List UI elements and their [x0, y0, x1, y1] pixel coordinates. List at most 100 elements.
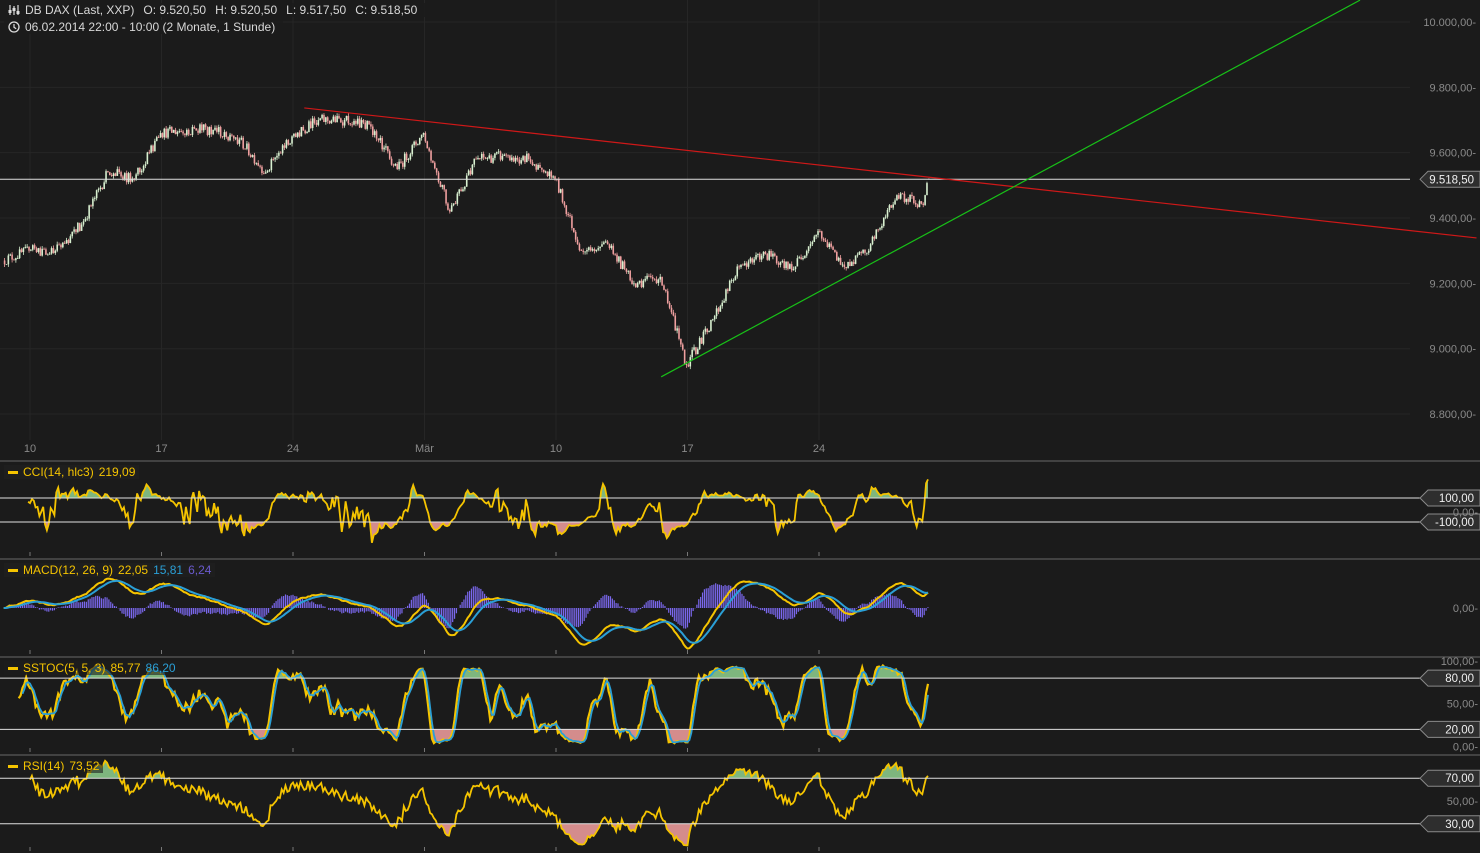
candle-body: [349, 123, 352, 125]
candle: [676, 325, 678, 334]
candle-body: [499, 151, 502, 160]
candle: [804, 255, 806, 259]
candle-body: [193, 127, 196, 129]
candle: [764, 250, 767, 255]
candle: [385, 143, 387, 151]
candle: [685, 361, 688, 368]
candle-body: [563, 202, 566, 206]
candle-body: [103, 182, 105, 190]
candle: [62, 241, 64, 249]
candle: [287, 139, 290, 146]
candle-body: [847, 261, 849, 269]
candle: [708, 330, 710, 333]
candle-body: [657, 279, 660, 284]
candle: [492, 155, 494, 165]
candle: [670, 305, 673, 315]
candle-body: [533, 164, 536, 166]
candle: [704, 326, 707, 335]
candle: [875, 229, 878, 240]
candle-body: [341, 122, 344, 126]
candle: [58, 242, 60, 246]
x-tick-label: 10: [24, 443, 36, 455]
candle: [766, 252, 769, 261]
sstoc-legend[interactable]: SSTOC(5, 5, 3) 85,77 86,20: [4, 661, 180, 675]
candle-body: [819, 231, 821, 232]
candle: [109, 171, 111, 176]
candle: [642, 279, 645, 289]
candle: [204, 123, 207, 130]
candle: [417, 143, 419, 146]
period-info: 06.02.2014 22:00 - 10:00 (2 Monate, 1 St…: [4, 20, 284, 34]
candle-body: [561, 189, 564, 203]
sstoc-axis-label: 50,00-: [1447, 699, 1479, 711]
cci-legend[interactable]: CCI(14, hlc3) 219,09: [4, 465, 140, 479]
candle: [293, 133, 295, 138]
candle-body: [336, 116, 338, 122]
candle-body: [351, 124, 353, 126]
price-tag-box: [1419, 170, 1480, 188]
rsi-legend[interactable]: RSI(14) 73,52: [4, 759, 104, 773]
candle: [574, 230, 577, 243]
candle: [268, 168, 271, 173]
candle: [229, 132, 231, 142]
candle-body: [851, 262, 853, 267]
candle-body: [655, 279, 658, 284]
candle-body: [257, 162, 260, 166]
candle: [824, 237, 827, 242]
candle: [839, 254, 842, 266]
candle-body: [90, 205, 92, 207]
candle: [576, 236, 579, 245]
candle: [426, 140, 429, 149]
candle: [700, 337, 703, 344]
candle: [456, 191, 459, 206]
candle: [116, 166, 119, 176]
candle: [858, 251, 861, 255]
candle-body: [736, 266, 739, 277]
candle-body: [227, 136, 229, 141]
candle-body: [400, 161, 402, 163]
candle-body: [22, 248, 25, 253]
candle-body: [125, 173, 128, 183]
y-tick-label: 8.800,00-: [1430, 409, 1477, 421]
candle-body: [39, 248, 42, 256]
candle-body: [621, 261, 624, 269]
candle-body: [693, 347, 695, 350]
candle-body: [187, 129, 190, 135]
macd-legend[interactable]: MACD(12, 26, 9) 22,05 15,81 6,24: [4, 563, 216, 577]
candle: [107, 170, 109, 173]
price-tag-text: 20,00: [1445, 724, 1474, 736]
candle-body: [531, 162, 534, 165]
candle: [616, 252, 618, 264]
candle-body: [223, 132, 226, 137]
candle: [129, 171, 132, 185]
sstoc-level-tag: 20,00: [1419, 720, 1480, 738]
candle: [595, 249, 598, 253]
candle-body: [593, 249, 596, 252]
candle: [298, 130, 301, 138]
candle: [512, 155, 515, 163]
candle-body: [35, 248, 38, 253]
candle-body: [47, 254, 49, 256]
candle-body: [580, 250, 583, 251]
candle: [867, 248, 870, 255]
candle-body: [696, 349, 699, 355]
candle: [877, 228, 879, 233]
candle: [550, 170, 553, 180]
candle: [830, 241, 832, 249]
candle: [302, 125, 305, 131]
candle: [69, 234, 72, 244]
candle-body: [554, 176, 556, 179]
candle-body: [723, 300, 725, 303]
candle-body: [475, 158, 477, 160]
candle: [144, 161, 147, 169]
candle: [625, 268, 628, 274]
candle: [225, 131, 228, 139]
candle: [631, 277, 633, 285]
candle-body: [343, 120, 346, 126]
candle: [573, 227, 575, 233]
candle-body: [695, 347, 697, 355]
candle-body: [535, 164, 538, 170]
candle-body: [612, 245, 615, 254]
candle-body: [304, 130, 306, 134]
